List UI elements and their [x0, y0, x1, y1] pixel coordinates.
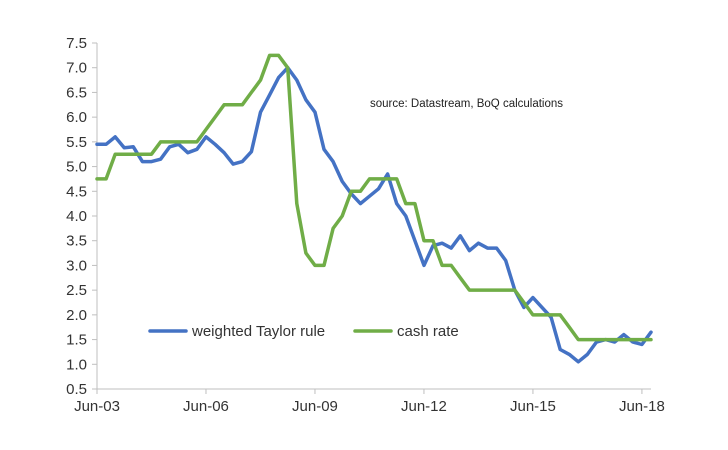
x-tick-label: Jun-18: [619, 398, 665, 415]
series-line-taylor-rule: [95, 65, 653, 364]
x-tick-label: Jun-03: [74, 398, 120, 415]
y-tick-label: 2.5: [66, 282, 87, 299]
y-tick-label: 1.0: [66, 356, 87, 373]
tick-labels: 7.5 7.0 6.5 6.0 5.5 5.0 4.5 4.0 3.5 3.0 2.5 2.0 1.5 1…: [66, 35, 665, 415]
y-tick-label: 4.0: [66, 208, 87, 225]
y-tick-label: 1.5: [66, 332, 87, 349]
y-tick-label: 4.5: [66, 183, 87, 200]
series-line-cash-rate: [95, 53, 653, 342]
x-tick-label: Jun-09: [292, 398, 338, 415]
y-tick-label: 5.5: [66, 134, 87, 151]
legend-label: cash rate: [397, 323, 459, 340]
y-tick-label: 2.0: [66, 307, 87, 324]
y-tick-label: 7.5: [66, 35, 87, 52]
y-tick-label: 3.0: [66, 257, 87, 274]
legend-label: weighted Taylor rule: [191, 323, 325, 340]
source-annotation: source: Datastream, BoQ calculations: [370, 98, 563, 110]
x-tick-label: Jun-06: [183, 398, 229, 415]
x-tick-label: Jun-15: [510, 398, 556, 415]
y-tick-label: 6.5: [66, 84, 87, 101]
y-tick-label: 5.0: [66, 159, 87, 176]
x-tick-label: Jun-12: [401, 398, 447, 415]
y-tick-label: 0.5: [66, 381, 87, 398]
y-tick-label: 3.5: [66, 233, 87, 250]
chart-legend: weighted Taylor rule cash rate: [148, 323, 459, 340]
y-tick-label: 7.0: [66, 60, 87, 77]
chart-series: [95, 53, 653, 364]
chart-axes: [92, 42, 651, 394]
y-tick-label: 6.0: [66, 109, 87, 126]
